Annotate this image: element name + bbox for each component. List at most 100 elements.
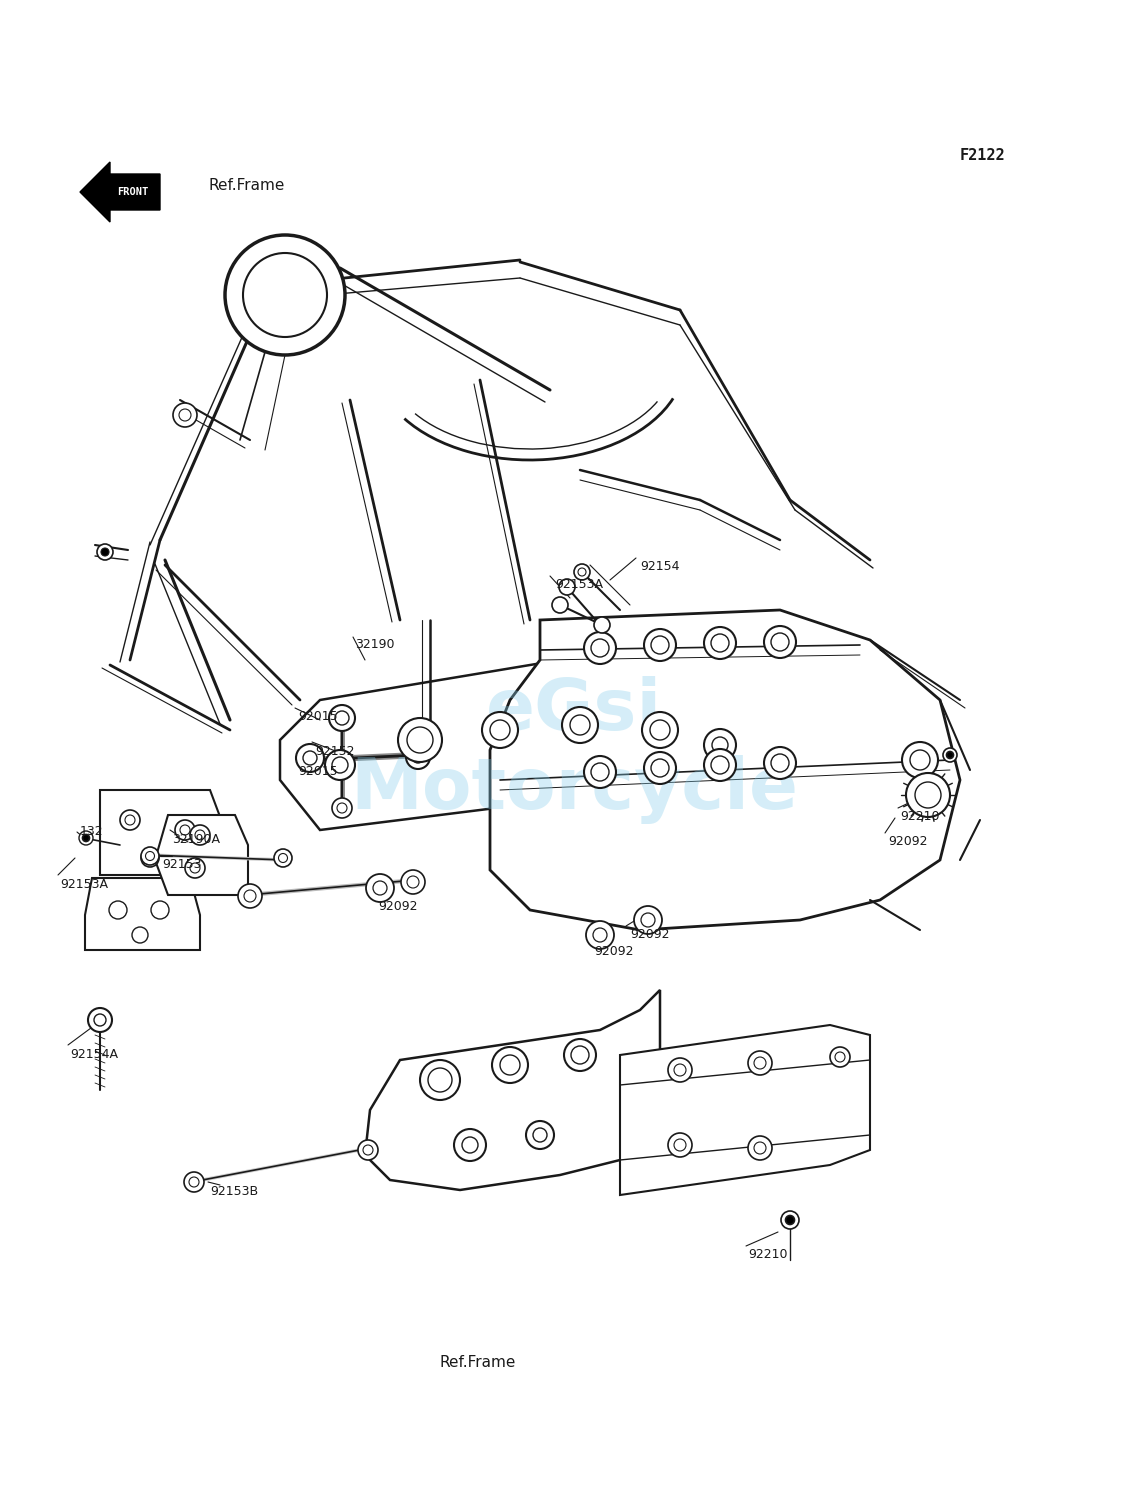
Circle shape [771, 633, 789, 651]
Polygon shape [280, 660, 760, 830]
Circle shape [146, 854, 154, 862]
Circle shape [650, 720, 670, 740]
Circle shape [79, 832, 93, 845]
Circle shape [101, 548, 109, 555]
Circle shape [245, 890, 256, 902]
Text: Ref.Frame: Ref.Frame [208, 179, 285, 194]
Polygon shape [490, 609, 960, 931]
Text: FRONT: FRONT [117, 188, 148, 197]
Circle shape [141, 850, 160, 868]
Circle shape [754, 1142, 766, 1154]
Circle shape [644, 629, 676, 660]
Circle shape [651, 636, 669, 654]
Circle shape [585, 922, 614, 949]
Circle shape [835, 1052, 845, 1063]
Text: 92154: 92154 [639, 560, 680, 573]
Circle shape [830, 1048, 850, 1067]
Circle shape [492, 1048, 528, 1084]
Circle shape [453, 1129, 486, 1160]
Circle shape [94, 1015, 106, 1027]
Circle shape [303, 750, 317, 766]
Circle shape [591, 763, 608, 781]
Text: 92210: 92210 [748, 1247, 788, 1261]
Text: 92210: 92210 [900, 811, 939, 823]
Circle shape [296, 744, 324, 772]
Circle shape [501, 1055, 520, 1075]
Circle shape [88, 1009, 113, 1033]
Circle shape [712, 737, 728, 754]
Circle shape [748, 1136, 771, 1160]
Circle shape [141, 847, 160, 865]
Polygon shape [100, 790, 225, 875]
Circle shape [146, 851, 155, 860]
Circle shape [174, 820, 195, 841]
Text: 92152: 92152 [315, 744, 355, 758]
Circle shape [179, 408, 191, 420]
Circle shape [428, 1069, 452, 1093]
Text: 132: 132 [80, 826, 103, 838]
Circle shape [412, 750, 424, 763]
Circle shape [335, 711, 349, 725]
Circle shape [366, 874, 394, 902]
Circle shape [189, 1177, 199, 1187]
Circle shape [902, 741, 938, 778]
Text: 32190A: 32190A [172, 833, 220, 847]
Polygon shape [365, 991, 660, 1190]
Circle shape [577, 567, 585, 576]
Circle shape [398, 717, 442, 763]
Circle shape [943, 747, 957, 763]
Text: 92092: 92092 [378, 901, 418, 913]
Text: 92015: 92015 [298, 766, 338, 778]
Circle shape [674, 1139, 687, 1151]
Circle shape [225, 236, 346, 356]
Circle shape [490, 720, 510, 740]
Circle shape [571, 714, 590, 735]
Circle shape [329, 705, 355, 731]
Circle shape [748, 1051, 771, 1075]
Text: 92153A: 92153A [60, 878, 108, 892]
Circle shape [765, 626, 796, 657]
Circle shape [373, 881, 387, 895]
Circle shape [754, 1057, 766, 1069]
Circle shape [711, 633, 729, 651]
Circle shape [781, 1211, 799, 1229]
Circle shape [191, 863, 200, 874]
Text: 32190: 32190 [355, 638, 395, 651]
Circle shape [564, 1039, 596, 1072]
Circle shape [771, 754, 789, 772]
Circle shape [274, 850, 292, 868]
Circle shape [526, 1121, 554, 1148]
Circle shape [332, 757, 348, 773]
Circle shape [109, 901, 127, 919]
Circle shape [704, 729, 736, 761]
Circle shape [594, 617, 610, 633]
Circle shape [363, 1145, 373, 1154]
Circle shape [591, 639, 608, 657]
Circle shape [191, 826, 210, 845]
Circle shape [185, 859, 205, 878]
Circle shape [180, 826, 191, 835]
Circle shape [552, 597, 568, 612]
Circle shape [121, 811, 140, 830]
Polygon shape [80, 162, 160, 222]
Text: 92154A: 92154A [70, 1048, 118, 1061]
Polygon shape [620, 1025, 870, 1195]
Circle shape [533, 1127, 546, 1142]
Text: 92015: 92015 [298, 710, 338, 723]
Text: 92153B: 92153B [210, 1184, 258, 1198]
Circle shape [946, 752, 954, 758]
Text: 92153: 92153 [162, 859, 202, 871]
Circle shape [408, 877, 419, 889]
Circle shape [338, 803, 347, 814]
Text: 92153A: 92153A [554, 578, 603, 591]
Text: 92092: 92092 [594, 946, 634, 958]
Circle shape [420, 1060, 460, 1100]
Text: F2122: F2122 [960, 149, 1006, 164]
Circle shape [668, 1133, 692, 1157]
Circle shape [785, 1216, 794, 1225]
Circle shape [906, 773, 951, 817]
Circle shape [332, 799, 352, 818]
Circle shape [408, 726, 433, 754]
Circle shape [668, 1058, 692, 1082]
Circle shape [765, 747, 796, 779]
